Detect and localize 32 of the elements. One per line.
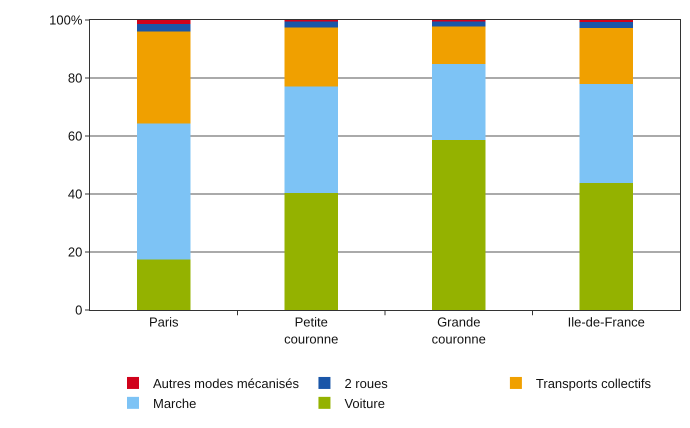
bar — [284, 192, 338, 310]
bar — [432, 64, 486, 140]
x-tick-label: Petite couronne — [284, 314, 338, 346]
legend-label: Marche — [153, 396, 196, 411]
y-tick-label: 20 — [68, 244, 82, 260]
bar — [284, 22, 338, 28]
legend-label: Transports collectifs — [536, 376, 652, 392]
bar — [137, 124, 190, 260]
bar — [580, 84, 633, 183]
bar — [432, 140, 486, 310]
bar — [137, 24, 190, 32]
legend-label: 2 roues — [344, 376, 388, 392]
x-tick-label: Ile-de-France — [568, 314, 645, 330]
bar — [284, 86, 338, 193]
y-tick-label: 100% — [49, 12, 83, 28]
bar — [580, 28, 633, 84]
y-tick-label: 80 — [68, 70, 82, 86]
bar — [432, 21, 486, 27]
bar — [284, 28, 338, 86]
y-tick-label: 40 — [68, 186, 82, 202]
bar — [580, 182, 633, 310]
bar — [432, 26, 486, 64]
bar — [137, 32, 190, 124]
legend-label: Autres modes mécanisés — [153, 376, 300, 392]
bar — [137, 259, 190, 310]
legend-label: Voiture — [344, 396, 385, 411]
bar — [137, 20, 190, 24]
x-tick-label: Grande couronne — [432, 314, 486, 346]
x-tick-label: Paris — [148, 314, 180, 330]
bar — [580, 22, 633, 28]
y-tick-label: 60 — [68, 128, 82, 144]
y-tick-label: 0 — [75, 302, 82, 318]
